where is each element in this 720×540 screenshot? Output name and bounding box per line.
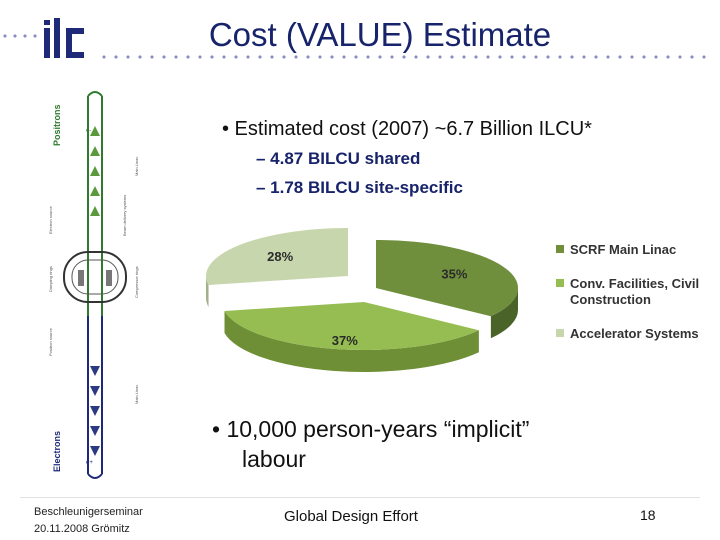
positron-source-label: Positron source: [48, 327, 53, 356]
bullet-estimated-cost: • Estimated cost (2007) ~6.7 Billion ILC…: [222, 118, 592, 140]
compressor-label: Compressor rings: [134, 266, 139, 298]
decorative-dots-left: [0, 33, 42, 39]
legend-swatch-1: [556, 279, 564, 287]
pie-side-0: [490, 288, 518, 339]
electrons-label: Electrons: [52, 431, 62, 472]
footer-event-line-1: Beschleunigerseminar: [34, 506, 143, 518]
positrons-label: Positrons: [52, 104, 62, 146]
footer-divider: [20, 497, 700, 498]
main-linac-bottom-label: Main Linac: [134, 385, 139, 404]
legend-swatch-0: [556, 245, 564, 253]
cost-pie-chart: 35% 37% 28% SCRF Main Linac Conv. Facilities…: [206, 228, 699, 372]
labour-line-2: labour: [242, 446, 306, 472]
e-minus-label: e-: [86, 128, 91, 134]
pie-slice-2: [206, 228, 348, 285]
labour-line-1: • 10,000 person-years “implicit”: [212, 416, 530, 442]
page-number: 18: [640, 507, 656, 523]
footer-event-line-2: 20.11.2008 Grömitz: [34, 523, 130, 535]
ilc-layout-diagram: Positrons Electrons Electron source Damp…: [48, 91, 139, 479]
beam-delivery-label: Beam delivery systems: [122, 195, 127, 236]
pie-label-2: 28%: [267, 249, 293, 264]
legend-label-0-0: SCRF Main Linac: [570, 242, 676, 257]
slide-title: Cost (VALUE) Estimate: [208, 16, 552, 53]
pie-side-2: [206, 276, 209, 307]
electron-source-label: Electron source: [48, 205, 53, 234]
main-linac-top-label: Main Linac: [134, 157, 139, 176]
sub-bullet-site-specific: – 1.78 BILCU site-specific: [256, 178, 463, 197]
decorative-dots-title: [98, 54, 712, 60]
pie-slice-1: [224, 302, 479, 350]
pie-slice-0: [376, 240, 518, 317]
damping-rings-label: Damping rings: [48, 266, 53, 292]
sub-bullet-shared: – 4.87 BILCU shared: [256, 149, 421, 168]
ilc-logo: ilc: [40, 14, 84, 58]
legend-label-2-0: Accelerator Systems: [570, 326, 699, 341]
footer-event: Beschleunigerseminar 20.11.2008 Grömitz: [34, 504, 143, 538]
legend-swatch-2: [556, 329, 564, 337]
e-plus-label: e+: [86, 460, 93, 466]
pie-label-0: 35%: [441, 266, 467, 281]
legend-label-1-1: Construction: [570, 292, 651, 307]
bullet-labour: • 10,000 person-years “implicit” labour: [212, 414, 529, 474]
pie-side-1: [224, 310, 479, 372]
logo-text: ilc: [40, 14, 41, 15]
legend-label-1-0: Conv. Facilities, Civil: [570, 276, 699, 291]
pie-label-1: 37%: [332, 333, 358, 348]
footer-center: Global Design Effort: [284, 508, 418, 525]
